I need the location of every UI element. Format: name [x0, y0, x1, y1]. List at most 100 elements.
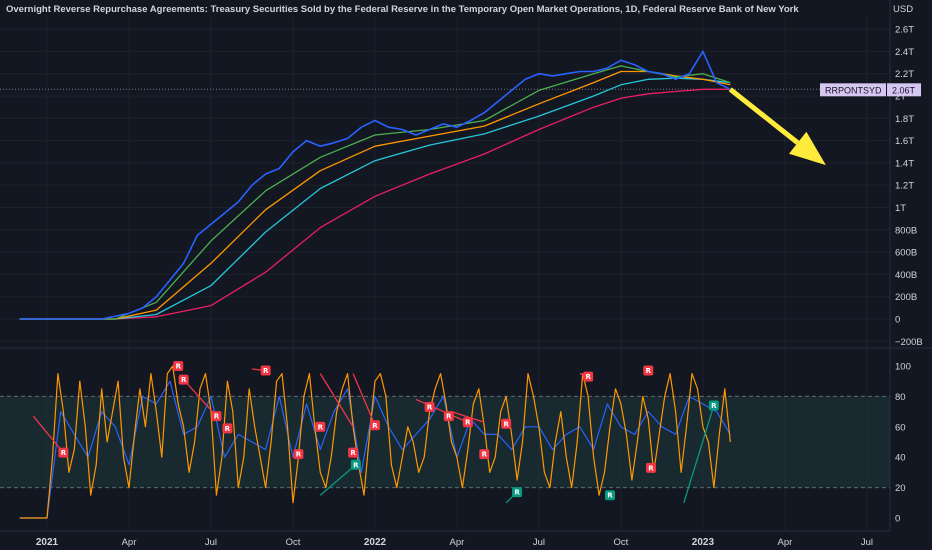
signal-marker-label: R — [482, 451, 488, 459]
divergence-line-bear — [319, 373, 354, 428]
signal-marker-label: R — [61, 449, 67, 457]
symbol-tag-name-bg — [820, 83, 886, 97]
signal-marker-bg — [222, 423, 233, 434]
signal-marker-bear[interactable]: R — [348, 447, 359, 458]
signal-marker-bear[interactable]: R — [260, 365, 271, 376]
time-axis-label: Jul — [861, 537, 873, 548]
price-axis-label: 2.6T — [895, 25, 914, 36]
oscillator-line-osc_main — [19, 365, 731, 519]
signal-marker-bear[interactable]: R — [583, 371, 594, 382]
time-axis-label: Jul — [533, 537, 545, 548]
signal-marker-bg — [315, 421, 326, 432]
signal-marker-bear[interactable]: R — [178, 374, 189, 385]
signal-marker-bg — [369, 420, 380, 431]
signal-marker-label: R — [465, 419, 471, 427]
divergence-line-bear — [415, 398, 469, 423]
signal-marker-bg — [350, 459, 361, 470]
series-line-ma_slow — [19, 77, 731, 320]
symbol-tag-name: RRPONTSYD — [825, 85, 882, 95]
signal-marker-label: R — [446, 413, 452, 421]
oscillator-line-osc_signal — [19, 380, 731, 519]
signal-marker-bear[interactable]: R — [222, 423, 233, 434]
signal-marker-bg — [583, 371, 594, 382]
signal-marker-label: R — [503, 420, 509, 428]
symbol-tag[interactable]: RRPONTSYD 2.06T — [820, 83, 921, 97]
oscillator-axis-label: 60 — [895, 422, 906, 433]
signal-marker-bear[interactable]: R — [501, 418, 512, 429]
time-axis-label: Jul — [205, 537, 217, 548]
signal-marker-bear[interactable]: R — [173, 361, 184, 371]
signal-marker-bear[interactable]: R — [211, 411, 222, 422]
signal-marker-label: R — [263, 367, 269, 375]
signal-marker-bg — [512, 487, 523, 498]
time-axis-label: Oct — [614, 537, 629, 548]
signal-marker-bear[interactable]: R — [462, 417, 473, 428]
signal-marker-bg — [173, 361, 184, 371]
signal-marker-label: R — [175, 363, 181, 371]
price-axis-label: 0 — [895, 315, 900, 326]
signal-marker-bear[interactable]: R — [293, 449, 304, 460]
signal-marker-bear[interactable]: R — [643, 365, 654, 376]
signal-marker-bear[interactable]: R — [58, 447, 69, 458]
signal-marker-bear[interactable]: R — [479, 449, 490, 460]
price-axis-label: 1.6T — [895, 136, 914, 147]
signal-marker-bear[interactable]: R — [443, 411, 454, 422]
time-axis-label: Oct — [286, 537, 301, 548]
oscillator-layer — [19, 365, 731, 519]
time-axis-label: 2022 — [364, 537, 387, 548]
time-axis-label: Apr — [778, 537, 793, 548]
divergence-line-bear — [451, 410, 485, 423]
divergence-line-bear — [352, 373, 376, 426]
signal-marker-bg — [604, 490, 615, 501]
signal-marker-bg — [58, 447, 69, 458]
time-axis-label: Apr — [122, 537, 137, 548]
signal-marker-bull[interactable]: R — [350, 459, 361, 470]
price-axis-label: 2.2T — [895, 69, 914, 80]
signal-marker-label: R — [318, 423, 324, 431]
signal-marker-bear[interactable]: R — [369, 420, 380, 431]
price-axis-unit[interactable]: USD — [893, 4, 913, 15]
signal-marker-label: R — [353, 461, 359, 469]
oscillator-axis-label: 20 — [895, 483, 906, 494]
signal-marker-label: R — [585, 373, 591, 381]
signal-marker-bg — [211, 411, 222, 422]
signal-marker-label: R — [711, 402, 717, 410]
signal-marker-bull[interactable]: R — [512, 487, 523, 498]
signal-marker-bear[interactable]: R — [424, 402, 435, 413]
signal-marker-bg — [293, 449, 304, 460]
divergence-line-bull — [319, 464, 357, 496]
signal-marker-label: R — [427, 404, 433, 412]
price-axis-label: 1.8T — [895, 114, 914, 125]
price-axis-label: 800B — [895, 225, 917, 236]
price-axis-label: 1.4T — [895, 158, 914, 169]
time-axis-label: Apr — [450, 537, 465, 548]
signal-marker-bg — [645, 462, 656, 473]
divergence-line-bear — [32, 415, 64, 454]
price-axis-label: 400B — [895, 270, 917, 281]
signal-marker-bear[interactable]: R — [315, 421, 326, 432]
signal-marker-label: R — [181, 376, 187, 384]
price-axis-label: 600B — [895, 248, 917, 259]
price-axis-label: 200B — [895, 292, 917, 303]
oscillator-axis-label: 100 — [895, 362, 911, 373]
chart-title: Overnight Reverse Repurchase Agreements:… — [6, 4, 799, 15]
signal-marker-bear[interactable]: R — [645, 462, 656, 473]
price-axis-label: 1T — [895, 203, 906, 214]
signal-marker-bg — [479, 449, 490, 460]
signal-marker-bull[interactable]: R — [604, 490, 615, 501]
signal-marker-bg — [348, 447, 359, 458]
signal-marker-label: R — [214, 413, 220, 421]
price-axis-label: 2T — [895, 92, 906, 103]
signal-marker-bg — [708, 400, 719, 411]
signal-marker-bull[interactable]: R — [708, 400, 719, 411]
series-line-price — [19, 50, 731, 320]
series-line-ma_long — [19, 88, 731, 320]
trend-arrow-head — [788, 131, 826, 166]
oscillator-axis-label: 0 — [895, 514, 900, 525]
trend-arrow-shaft — [728, 87, 800, 145]
last-value-tag-bg — [887, 83, 921, 97]
signal-marker-bg — [643, 365, 654, 376]
oscillator-axis-label: 80 — [895, 392, 906, 403]
